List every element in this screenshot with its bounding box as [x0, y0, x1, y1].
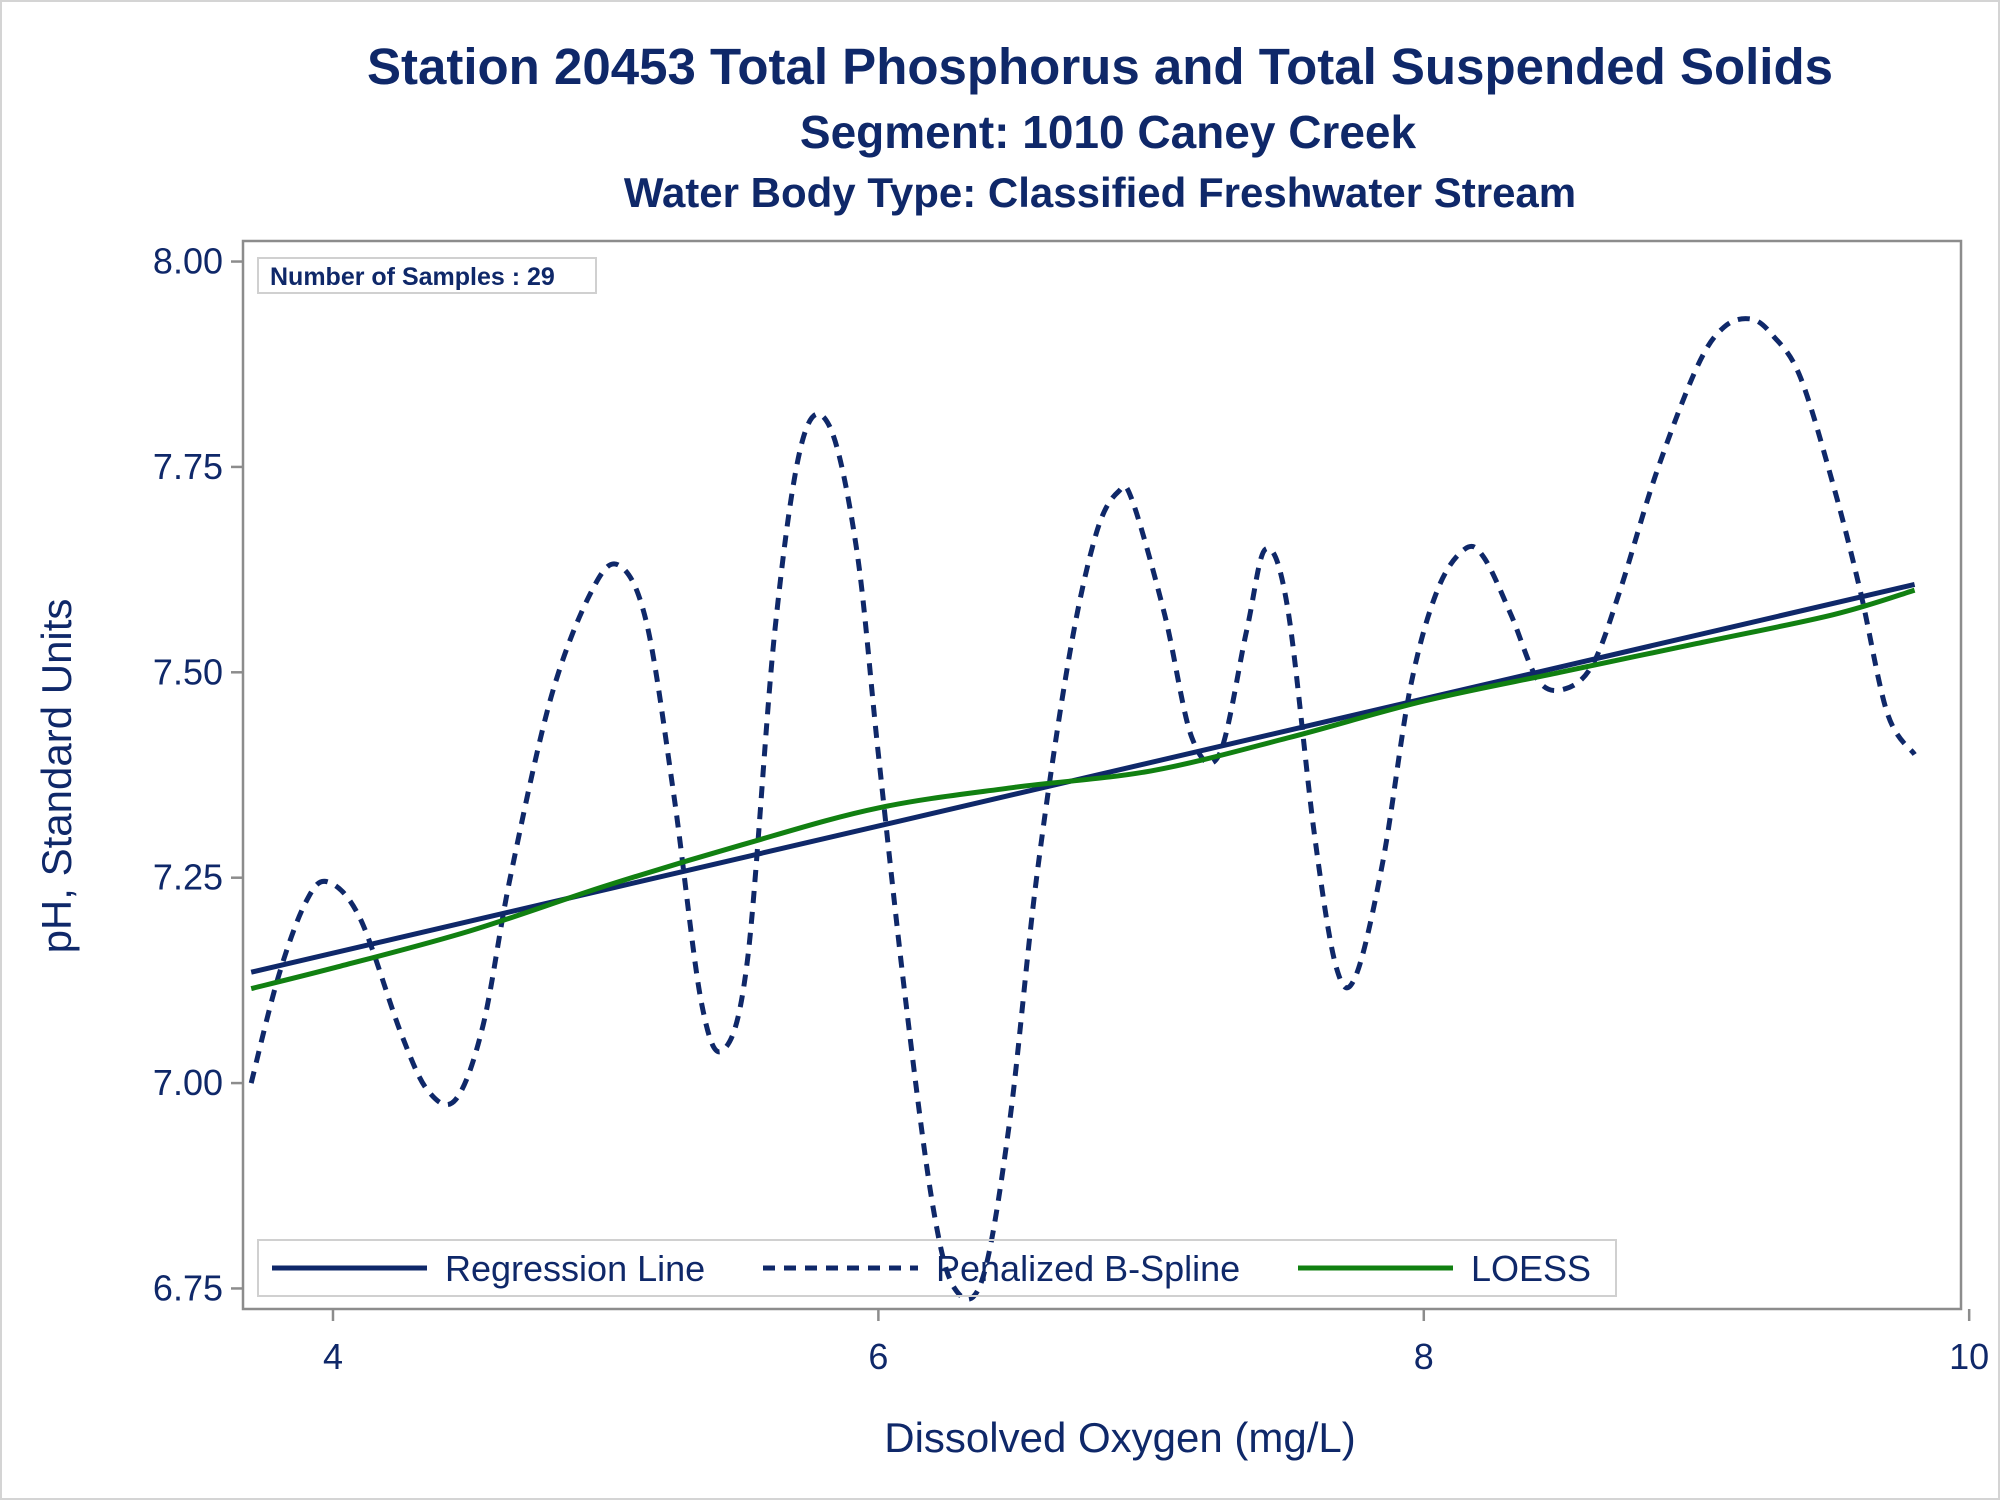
legend-spline-label: Penalized B-Spline — [936, 1248, 1240, 1289]
chart-subtitle-segment: Segment: 1010 Caney Creek — [800, 106, 1417, 158]
x-tick-label: 4 — [323, 1336, 343, 1377]
legend: Regression Line Penalized B-Spline LOESS — [257, 1239, 1617, 1297]
y-axis-label: pH, Standard Units — [33, 599, 80, 954]
legend-loess-label: LOESS — [1471, 1248, 1591, 1289]
x-axis-label: Dissolved Oxygen (mg/L) — [884, 1414, 1356, 1461]
series-layer — [248, 316, 1917, 1302]
x-tick-label: 10 — [1949, 1336, 1989, 1377]
sample-count-box — [257, 257, 597, 294]
x-axis: 4 6 8 10 — [323, 1309, 1989, 1377]
loess-line — [250, 587, 1916, 992]
y-tick-label: 7.25 — [153, 857, 223, 898]
y-tick-label: 7.00 — [153, 1062, 223, 1103]
x-tick-label: 8 — [1414, 1336, 1434, 1377]
y-tick-label: 7.75 — [153, 446, 223, 487]
legend-box — [257, 1239, 1617, 1297]
plot-area — [241, 239, 1963, 1311]
y-tick-label: 8.00 — [153, 241, 223, 282]
y-tick-label: 6.75 — [153, 1267, 223, 1308]
chart-title: Station 20453 Total Phosphorus and Total… — [367, 38, 1833, 95]
chart-subtitle-waterbody: Water Body Type: Classified Freshwater S… — [624, 169, 1576, 216]
y-tick-label: 7.50 — [153, 651, 223, 692]
spline-line — [248, 316, 1917, 1302]
x-tick-label: 6 — [868, 1336, 888, 1377]
y-axis: 6.75 7.00 7.25 7.50 7.75 8.00 — [153, 241, 243, 1308]
legend-regression-label: Regression Line — [445, 1248, 705, 1289]
sample-count-text: Number of Samples : 29 — [270, 263, 555, 291]
